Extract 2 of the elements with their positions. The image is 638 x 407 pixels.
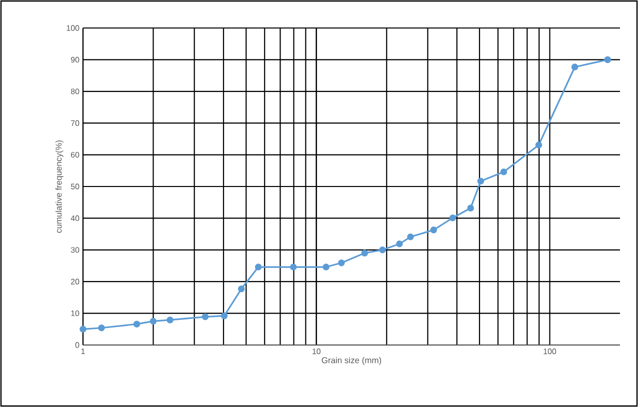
- x-axis-title: Grain size (mm): [322, 356, 382, 365]
- y-axis-title: cumulative frequency(%): [55, 140, 64, 233]
